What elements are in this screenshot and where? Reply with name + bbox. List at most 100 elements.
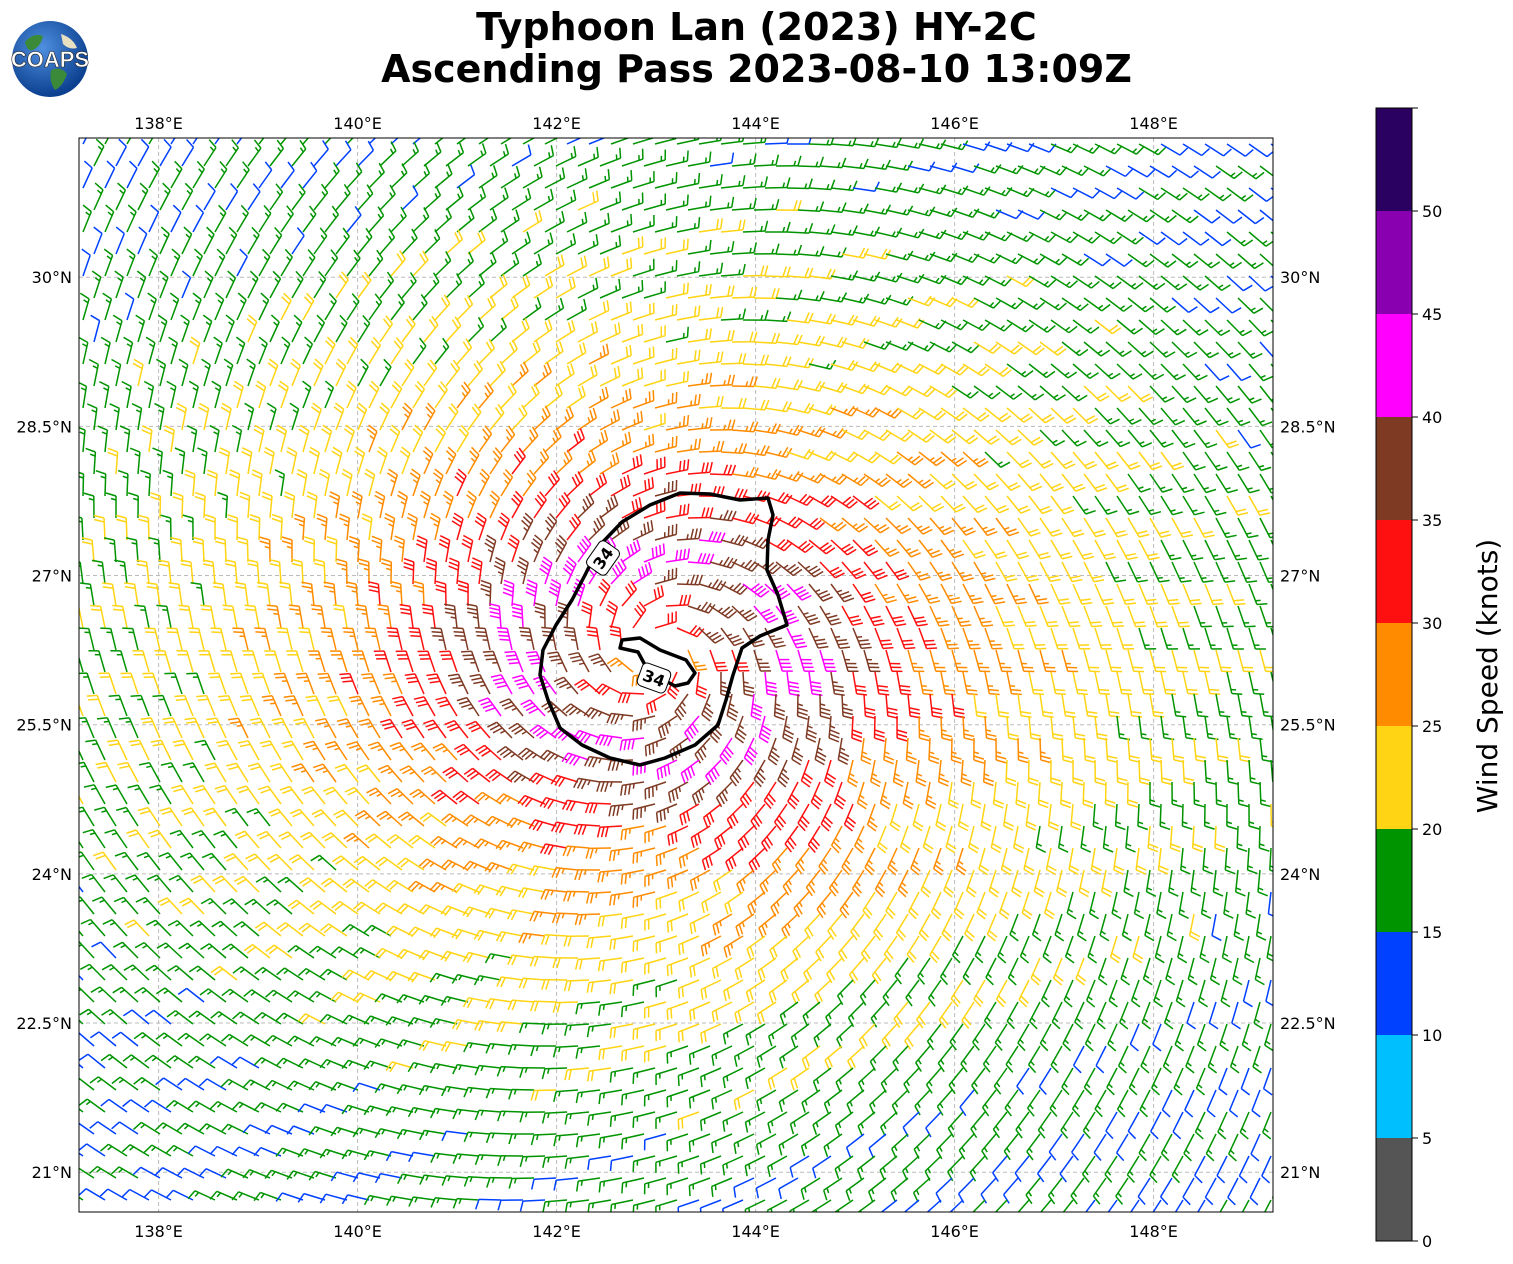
wind-barb — [734, 715, 747, 744]
wind-barb — [203, 270, 214, 299]
wind-barb — [1182, 539, 1204, 561]
wind-barb — [925, 781, 937, 810]
wind-barb — [1237, 649, 1255, 673]
wind-barb — [632, 979, 656, 996]
wind-barb — [140, 469, 151, 497]
wind-barb — [363, 1060, 392, 1071]
wind-barb — [1072, 715, 1086, 741]
wind-barb — [1050, 1045, 1063, 1074]
wind-barb — [190, 581, 205, 607]
wind-barb — [1171, 209, 1199, 224]
wind-barb — [566, 342, 587, 365]
wind-barb — [506, 863, 535, 875]
wind-barb — [79, 716, 95, 739]
wind-barb — [1094, 143, 1123, 155]
wind-barb — [574, 678, 601, 695]
wind-barb — [771, 847, 788, 874]
wind-barb — [1138, 1133, 1151, 1162]
wind-barb — [737, 825, 755, 851]
wind-barb — [874, 539, 900, 557]
wind-barb — [115, 806, 139, 827]
wind-barb — [188, 1055, 216, 1069]
wind-barb — [530, 1089, 557, 1101]
wind-barb — [1061, 253, 1090, 266]
wind-barb — [376, 446, 388, 475]
wind-barb — [544, 138, 559, 145]
wind-barb — [906, 935, 920, 963]
wind-barb — [96, 717, 117, 739]
wind-barb — [312, 358, 324, 387]
wind-barb — [1003, 1133, 1019, 1161]
wind-barb — [892, 1045, 909, 1072]
wind-barb — [511, 318, 530, 343]
wind-barb — [698, 174, 723, 189]
wind-barb — [275, 1192, 304, 1202]
wind-barb — [1017, 429, 1044, 446]
title-line-2: Ascending Pass 2023-08-10 13:09Z — [381, 47, 1132, 91]
wind-barb — [525, 579, 538, 607]
contour-label-1: 34 — [586, 540, 620, 576]
wind-barb — [786, 267, 814, 279]
wind-barb — [645, 693, 667, 715]
wind-barb — [755, 1177, 777, 1199]
wind-barb — [155, 1032, 183, 1047]
wind-barb — [676, 528, 702, 541]
wind-barb — [1206, 1089, 1217, 1118]
wind-barb — [297, 967, 326, 981]
wind-barb — [1238, 1155, 1250, 1184]
wind-barb — [666, 1001, 689, 1020]
wind-barb — [563, 935, 590, 947]
wind-barb — [1127, 517, 1150, 538]
wind-barb — [995, 297, 1024, 310]
wind-barb — [790, 1023, 810, 1048]
wind-barb — [918, 274, 947, 285]
wind-barb — [687, 195, 712, 211]
wind-barb — [1135, 847, 1147, 875]
wind-barb — [113, 896, 139, 915]
wind-barb — [1241, 1199, 1250, 1212]
wind-barb — [280, 248, 293, 277]
wind-barb — [341, 923, 370, 937]
wind-barb — [368, 138, 377, 145]
wind-barb — [488, 603, 502, 629]
wind-barb — [474, 1109, 502, 1121]
wind-barb — [1234, 869, 1246, 897]
wind-barb — [863, 429, 892, 442]
wind-barb — [854, 825, 865, 854]
wind-barb — [192, 536, 205, 563]
wind-barb — [847, 1045, 865, 1071]
wind-barb — [915, 1001, 931, 1029]
wind-barb — [973, 253, 1002, 264]
wind-barb — [577, 450, 597, 475]
wind-barb — [1282, 782, 1293, 807]
wind-barb — [935, 1177, 953, 1203]
wind-barb — [828, 715, 840, 743]
wind-barb — [146, 919, 172, 937]
wind-barb — [610, 213, 633, 233]
wind-barb — [1015, 781, 1027, 809]
wind-barb — [709, 464, 737, 476]
wind-barb — [127, 784, 150, 805]
wind-barb — [825, 1001, 843, 1027]
wind-barb — [907, 517, 933, 535]
wind-barb — [148, 536, 161, 563]
wind-barb — [79, 963, 106, 981]
wind-barb — [445, 403, 459, 431]
wind-barb — [1116, 231, 1144, 245]
wind-barb — [1014, 1155, 1030, 1183]
wind-barb — [223, 853, 249, 871]
wind-barb — [227, 514, 239, 541]
wind-barb — [1028, 671, 1044, 696]
wind-barb — [452, 1153, 480, 1164]
wind-barb — [1059, 1155, 1074, 1183]
wind-barb — [358, 558, 370, 585]
wind-barb — [807, 825, 821, 853]
wind-barb — [163, 425, 175, 453]
wind-barb — [644, 737, 667, 757]
wind-barb — [520, 699, 546, 717]
wind-barb — [209, 1145, 238, 1157]
wind-barb — [121, 1144, 150, 1157]
wind-barb — [598, 1001, 623, 1016]
wind-barb — [264, 1034, 293, 1047]
wind-barb — [247, 139, 262, 167]
